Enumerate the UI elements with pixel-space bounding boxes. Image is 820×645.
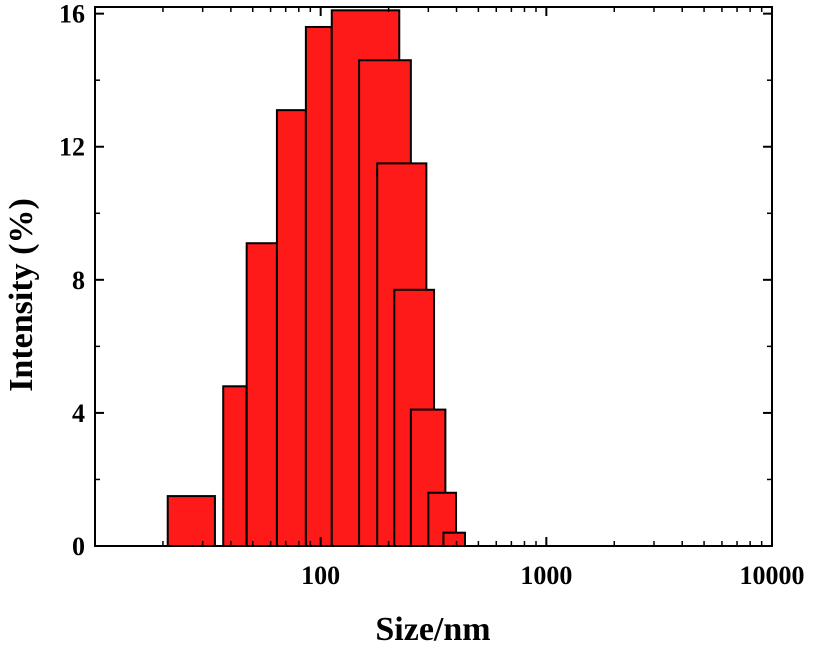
histogram-bar-2 <box>222 385 248 547</box>
y-tick-label: 0 <box>72 532 85 561</box>
histogram-bar-12 <box>442 531 466 547</box>
y-tick-label: 8 <box>72 266 85 295</box>
x-axis-label: Size/nm <box>375 611 490 645</box>
y-tick-label: 16 <box>59 0 85 29</box>
x-tick-label: 1000 <box>520 561 572 590</box>
histogram-bar-4 <box>275 109 307 548</box>
histogram-bar-1 <box>166 495 216 547</box>
histogram-bar-11 <box>427 491 458 548</box>
y-tick-label: 12 <box>59 133 85 162</box>
histogram-bar-5 <box>304 25 333 548</box>
bars-group <box>166 9 466 548</box>
y-axis-label: Intensity (%) <box>3 198 40 392</box>
x-tick-label: 10000 <box>740 561 805 590</box>
y-tick-label: 4 <box>72 399 85 428</box>
histogram-bar-3 <box>245 242 278 547</box>
x-tick-label: 100 <box>301 561 340 590</box>
ticks-group: 0 4 8 12 16 100 1000 10000 <box>59 0 805 590</box>
